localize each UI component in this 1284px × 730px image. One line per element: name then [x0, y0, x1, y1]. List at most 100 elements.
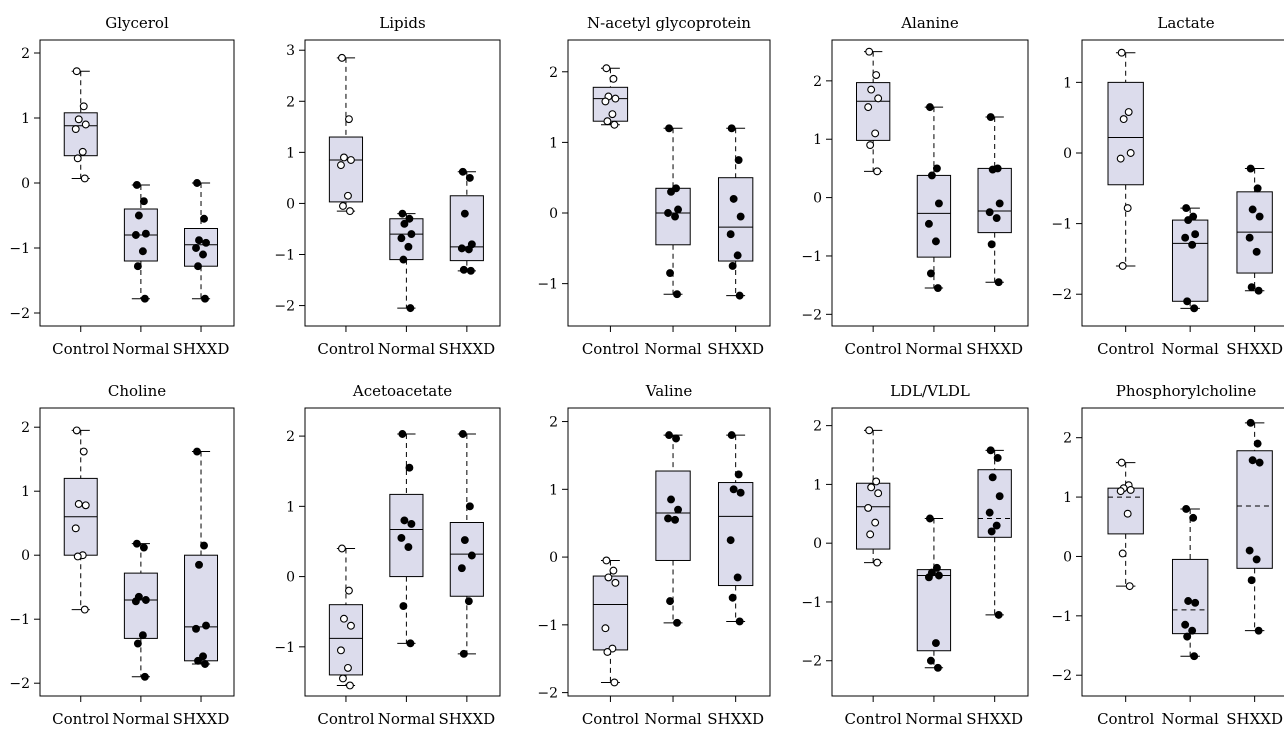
- y-tick-label: 0: [21, 176, 30, 192]
- data-point-filled: [985, 208, 994, 217]
- y-tick-label: −2: [1051, 668, 1072, 684]
- y-tick-label: 1: [813, 477, 822, 493]
- data-point-filled: [985, 508, 994, 517]
- data-point-open: [602, 64, 611, 73]
- data-point-filled: [140, 294, 149, 303]
- data-point-open: [1118, 549, 1127, 558]
- data-point-open: [73, 154, 82, 163]
- data-point-filled: [925, 103, 934, 112]
- data-point-filled: [992, 214, 1001, 222]
- data-point-filled: [926, 656, 935, 665]
- data-point-open: [1126, 149, 1135, 157]
- data-point-filled: [1190, 652, 1199, 661]
- data-point-open: [1117, 458, 1126, 467]
- data-point-open: [604, 573, 613, 582]
- data-point-filled: [671, 515, 679, 524]
- data-point-filled: [407, 230, 416, 239]
- data-point-open: [601, 624, 610, 633]
- data-point-open: [608, 110, 617, 119]
- iqr-box: [916, 569, 952, 652]
- data-point-filled: [407, 519, 416, 528]
- category-label: SHXXD: [1226, 710, 1283, 728]
- plot-frame: [1081, 407, 1284, 697]
- data-point-open: [337, 161, 345, 170]
- data-point-open: [610, 120, 619, 129]
- data-point-open: [338, 544, 346, 553]
- panel: N-acetyl glycoprotein −1 0 1 2 Control Normal S…: [537, 14, 771, 358]
- data-point-filled: [139, 543, 148, 552]
- data-point-open: [603, 117, 612, 126]
- data-point-open: [74, 115, 83, 124]
- data-point-open: [1123, 509, 1132, 518]
- data-point-open: [873, 558, 882, 567]
- plot-frame: [39, 407, 235, 697]
- data-point-filled: [726, 536, 735, 545]
- data-point-open: [611, 94, 620, 103]
- data-point-filled: [193, 447, 201, 456]
- data-point-filled: [986, 446, 995, 455]
- data-point-open: [347, 621, 355, 630]
- category-label: SHXXD: [707, 340, 764, 358]
- data-point-filled: [1183, 632, 1192, 641]
- panel-title: Acetoacetate: [352, 382, 452, 400]
- data-point-open: [871, 129, 880, 138]
- data-point-open: [1116, 154, 1125, 163]
- iqr-box: [717, 482, 754, 587]
- panel: Lactate −2 −1 0 1 Control Normal SHXXD: [1051, 14, 1284, 358]
- data-point-filled: [1254, 286, 1263, 295]
- category-label: Control: [52, 340, 109, 358]
- data-point-filled: [202, 238, 210, 247]
- category-label: Normal: [905, 710, 962, 728]
- category-label: SHXXD: [707, 710, 764, 728]
- data-point-filled: [398, 209, 407, 218]
- category-label: Control: [52, 710, 109, 728]
- data-point-filled: [1255, 458, 1264, 467]
- data-point-filled: [727, 124, 736, 133]
- data-point-filled: [1191, 598, 1200, 607]
- data-point-open: [603, 648, 612, 656]
- data-point-filled: [733, 251, 742, 260]
- data-point-filled: [734, 470, 743, 479]
- data-point-filled: [1253, 184, 1262, 193]
- data-point-open: [344, 663, 352, 672]
- y-tick-label: 2: [286, 94, 295, 110]
- y-tick-label: 0: [21, 548, 30, 564]
- data-point-filled: [925, 514, 934, 523]
- y-tick-label: 1: [21, 111, 30, 127]
- data-point-filled: [1246, 164, 1255, 173]
- category-label: Normal: [905, 340, 962, 358]
- data-point-filled: [933, 284, 942, 293]
- plot-frame: [1081, 39, 1284, 327]
- data-point-filled: [400, 516, 409, 525]
- y-tick-label: 0: [1063, 549, 1072, 565]
- data-point-filled: [993, 454, 1002, 462]
- data-point-filled: [924, 573, 933, 582]
- panel: Phosphorylcholine −2 −1 0 1 2 Control Normal SHX…: [1051, 382, 1284, 728]
- y-tick-label: 1: [549, 135, 558, 151]
- iqr-box: [328, 604, 364, 676]
- panel-title: Glycerol: [105, 14, 169, 32]
- y-tick-label: 1: [549, 482, 558, 498]
- data-point-filled: [992, 521, 1001, 530]
- data-point-filled: [138, 631, 147, 640]
- plot-frame: [304, 407, 501, 697]
- data-point-filled: [1246, 418, 1255, 427]
- data-point-filled: [728, 262, 737, 270]
- data-point-filled: [931, 237, 940, 246]
- data-point-open: [71, 125, 80, 134]
- data-point-open: [866, 141, 875, 150]
- data-point-filled: [672, 434, 680, 443]
- y-tick-label: 1: [286, 145, 295, 161]
- data-point-open: [339, 674, 347, 683]
- data-point-filled: [195, 236, 203, 245]
- data-point-filled: [729, 194, 738, 203]
- iqr-box: [449, 521, 484, 597]
- y-tick-label: −2: [274, 299, 295, 315]
- y-tick-label: 2: [813, 419, 822, 435]
- data-point-filled: [986, 113, 995, 121]
- data-point-open: [864, 103, 873, 112]
- plot-frame: [831, 407, 1029, 697]
- data-point-filled: [139, 197, 148, 206]
- panel-title: Choline: [108, 382, 166, 400]
